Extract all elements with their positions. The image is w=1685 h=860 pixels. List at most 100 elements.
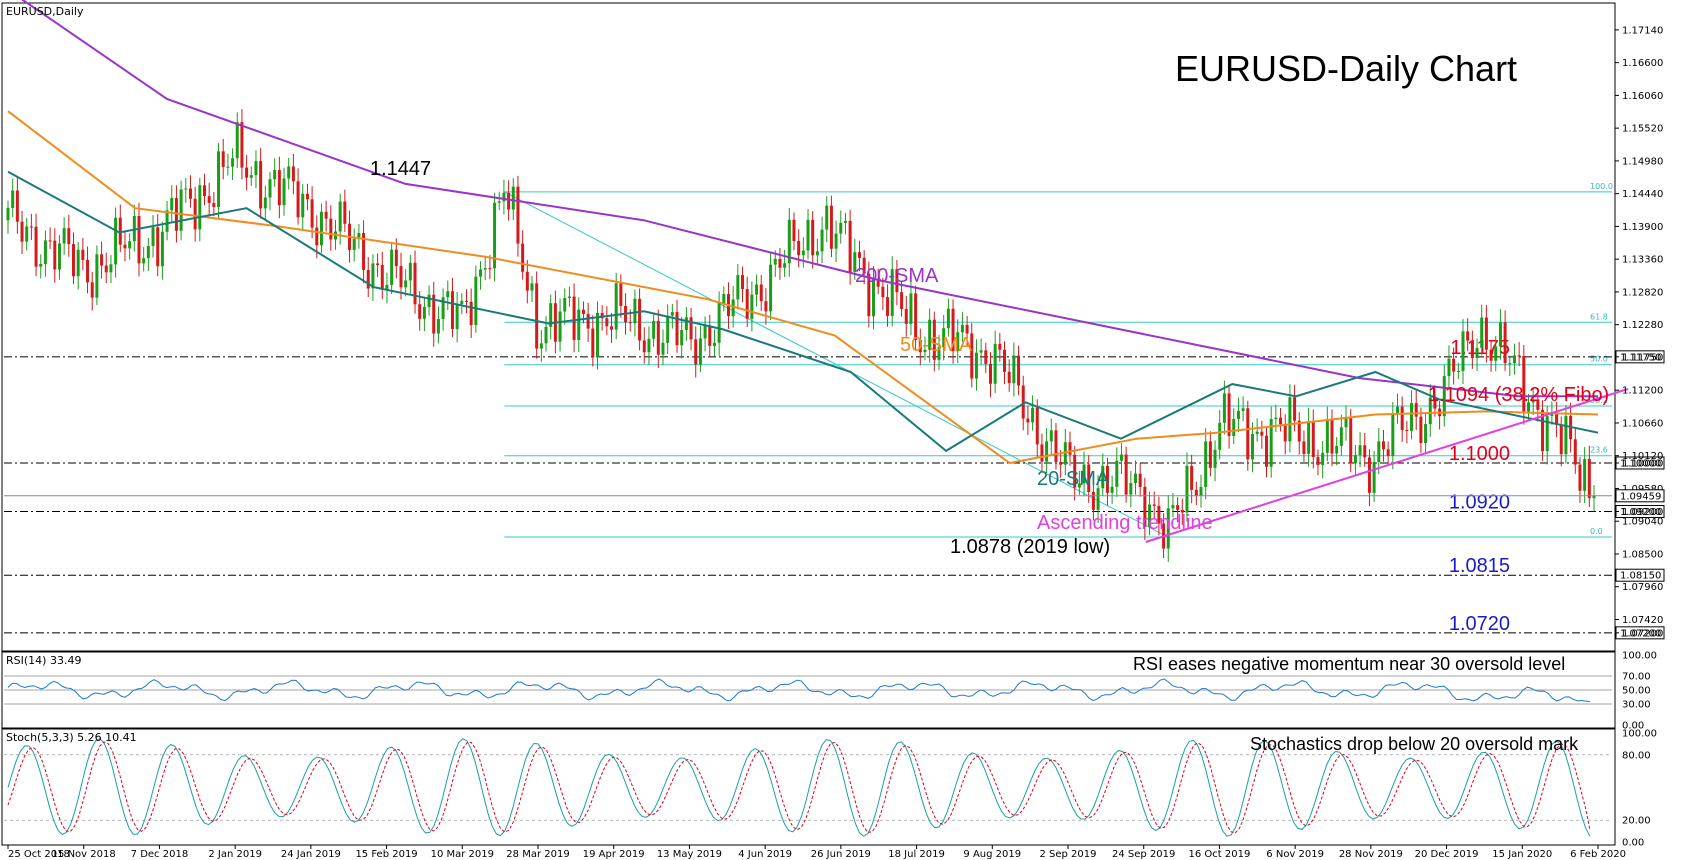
candle-body <box>483 268 487 270</box>
candle-body <box>1255 431 1259 435</box>
level-price-tag-label: 1.07200 <box>1620 628 1661 639</box>
candle-body <box>1512 355 1516 364</box>
candle-body <box>848 220 852 272</box>
candle-body <box>1096 488 1100 510</box>
candle-body <box>29 226 33 228</box>
candle-body <box>15 190 19 222</box>
candle-body <box>1391 414 1395 456</box>
date-axis-tick-label: 4 Jun 2019 <box>738 849 792 860</box>
date-axis-tick-label: 28 Nov 2019 <box>1339 849 1403 860</box>
candle-body <box>1564 416 1568 455</box>
candle-body <box>263 197 267 209</box>
candle-body <box>165 210 169 232</box>
candle-body <box>160 231 164 267</box>
candle-body <box>362 233 366 270</box>
candle-body <box>329 218 333 240</box>
candle-body <box>909 293 913 324</box>
candle-body <box>1592 495 1596 499</box>
candle-body <box>1381 441 1385 450</box>
candle-body <box>1250 434 1254 460</box>
candle-body <box>1265 435 1269 467</box>
candle-body <box>1073 454 1077 488</box>
candle-body <box>1227 393 1231 436</box>
candle-body <box>595 312 599 358</box>
candle-body <box>736 275 740 300</box>
candle-body <box>1297 420 1301 442</box>
candle-body <box>1358 445 1362 456</box>
candle-body <box>1400 406 1404 431</box>
candle-body <box>259 161 263 209</box>
candle-body <box>1410 403 1414 431</box>
candle-body <box>1208 441 1212 468</box>
candle-body <box>1213 449 1217 468</box>
date-axis-tick-label: 6 Nov 2019 <box>1266 849 1324 860</box>
candle-body <box>57 243 61 270</box>
candle-body <box>787 219 791 264</box>
candle-body <box>666 315 670 343</box>
candle-body <box>1063 442 1067 465</box>
price-axis-tick-label: 1.10120 <box>1622 451 1663 462</box>
candle-body <box>1138 473 1142 487</box>
candle-body <box>1527 402 1531 412</box>
candle-body <box>1325 419 1329 453</box>
candle-body <box>493 202 497 269</box>
price-axis-tick-label: 1.08500 <box>1622 549 1663 560</box>
candle-body <box>928 319 932 350</box>
current-price-tag-label: 1.09459 <box>1620 491 1661 502</box>
candle-body <box>1157 505 1161 524</box>
date-axis-tick-label: 2 Jan 2019 <box>208 849 262 860</box>
candle-body <box>867 273 871 317</box>
candle-body <box>741 275 745 290</box>
candle-body <box>446 291 450 298</box>
rsi-axis-label: 30.00 <box>1622 700 1651 711</box>
candle-body <box>142 258 146 264</box>
candle-body <box>1559 424 1563 455</box>
price-axis-tick-label: 1.15520 <box>1622 124 1663 135</box>
candle-body <box>567 296 571 299</box>
candle-body <box>801 250 805 256</box>
candle-body <box>731 299 735 317</box>
candle-body <box>1302 441 1306 454</box>
stoch-axis-label: 100.00 <box>1622 729 1657 740</box>
candle-body <box>156 227 160 267</box>
candle-body <box>614 283 618 330</box>
candle-body <box>193 198 197 230</box>
moving-averages <box>7 0 1599 465</box>
sma-line <box>21 0 1598 398</box>
candle-body <box>783 263 787 268</box>
candle-body <box>1583 459 1587 491</box>
candle-body <box>170 198 174 211</box>
candle-body <box>436 319 440 334</box>
candle-body <box>357 233 361 239</box>
price-axis-tick-label: 1.07420 <box>1622 615 1663 626</box>
candle-body <box>305 193 309 200</box>
candle-body <box>1489 349 1493 361</box>
candle-body <box>226 166 230 168</box>
candle-body <box>507 192 511 210</box>
candle-body <box>876 279 880 287</box>
rsi-axis-label: 70.00 <box>1622 672 1651 683</box>
fib-level-label: 23.6 <box>1590 446 1608 455</box>
candle-body <box>1353 455 1357 464</box>
level-label: 1.0920 <box>1449 492 1510 514</box>
candle-body <box>1204 441 1208 487</box>
sma-line <box>7 110 1599 465</box>
candle-body <box>1180 509 1184 513</box>
candle-body <box>450 291 454 330</box>
candle-body <box>1419 416 1423 444</box>
candle-body <box>806 219 810 251</box>
candle-body <box>998 343 1002 350</box>
candle-body <box>881 286 885 298</box>
stoch-axis-label: 80.00 <box>1622 750 1651 761</box>
candle-body <box>638 298 642 341</box>
candle-body <box>315 227 319 246</box>
candle-body <box>890 269 894 316</box>
symbol-label: EURUSD,Daily <box>6 5 84 18</box>
candle-body <box>684 317 688 331</box>
candle-body <box>694 339 698 365</box>
candle-body <box>647 338 651 353</box>
candle-body <box>62 228 66 244</box>
candle-body <box>656 320 660 355</box>
candle-body <box>1377 441 1381 463</box>
